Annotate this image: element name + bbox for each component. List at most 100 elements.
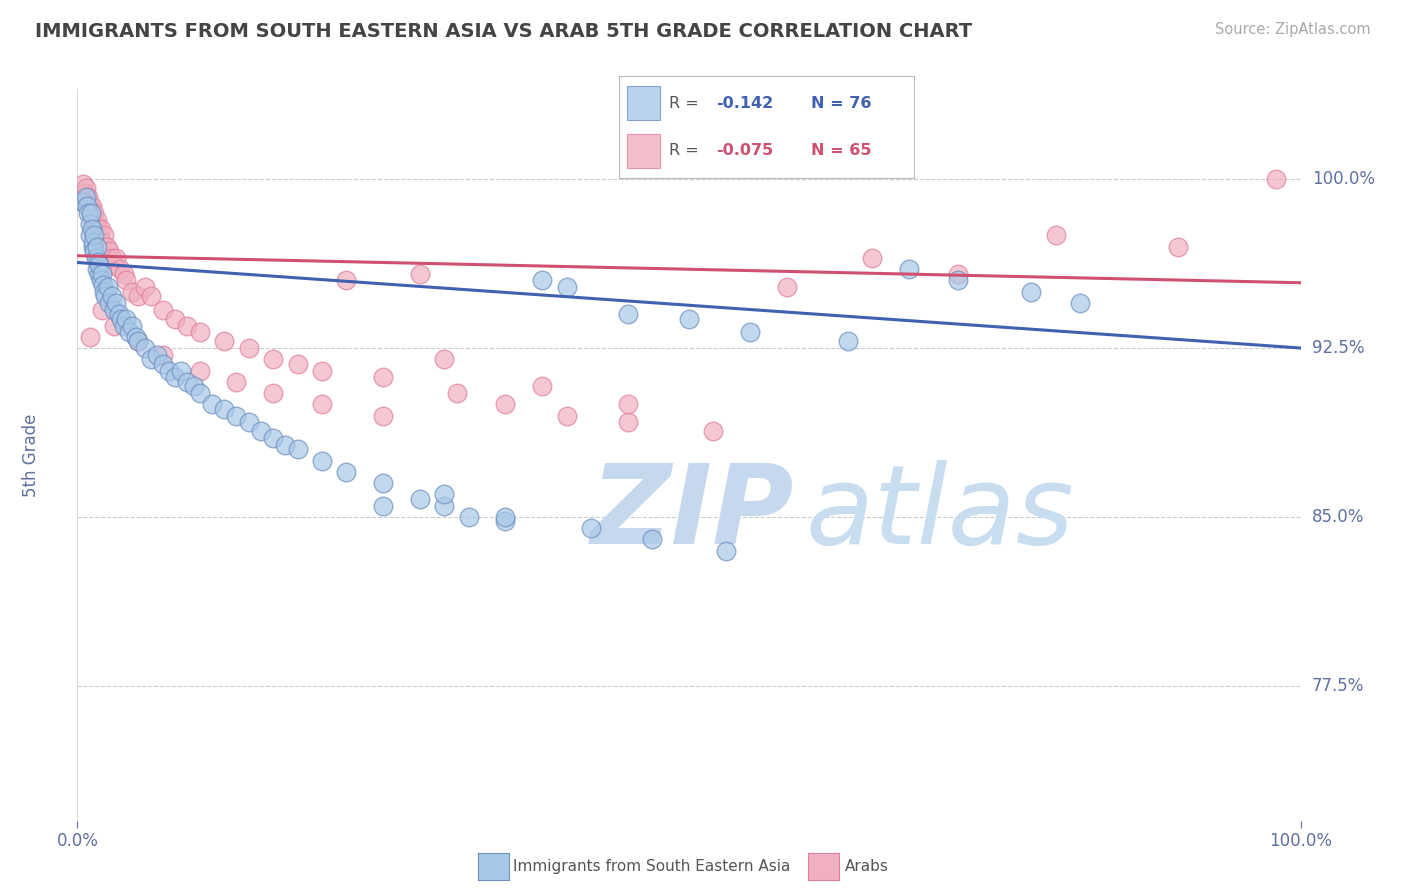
Point <box>371 370 394 384</box>
Point <box>274 438 297 452</box>
Point <box>73 186 96 200</box>
Point <box>89 267 111 281</box>
Text: atlas: atlas <box>806 460 1074 567</box>
Point <box>152 348 174 362</box>
Point <box>165 370 187 384</box>
Point <box>79 199 101 213</box>
Point <box>103 258 125 272</box>
Point <box>134 280 156 294</box>
Point <box>238 415 260 429</box>
Point <box>862 251 884 265</box>
Point <box>134 341 156 355</box>
Point <box>87 255 110 269</box>
Point <box>100 251 122 265</box>
Point <box>103 318 125 333</box>
Point <box>446 386 468 401</box>
Point <box>108 262 131 277</box>
Point <box>76 199 98 213</box>
Point <box>188 363 211 377</box>
Point <box>495 509 517 524</box>
Point <box>157 363 180 377</box>
Point <box>127 334 149 349</box>
Point <box>76 194 98 209</box>
Point <box>93 285 115 299</box>
Text: N = 76: N = 76 <box>810 96 872 111</box>
Point <box>262 386 284 401</box>
Point <box>100 289 122 303</box>
Point <box>188 386 211 401</box>
Point <box>87 221 110 235</box>
Point <box>121 318 143 333</box>
Point <box>93 228 115 243</box>
Point <box>83 206 105 220</box>
Point <box>250 425 273 439</box>
Point <box>495 397 517 411</box>
Point <box>311 453 333 467</box>
Text: IMMIGRANTS FROM SOUTH EASTERN ASIA VS ARAB 5TH GRADE CORRELATION CHART: IMMIGRANTS FROM SOUTH EASTERN ASIA VS AR… <box>35 22 973 41</box>
Point <box>127 334 149 349</box>
Point <box>371 499 394 513</box>
Text: Source: ZipAtlas.com: Source: ZipAtlas.com <box>1215 22 1371 37</box>
Point <box>84 251 107 265</box>
Point <box>898 262 921 277</box>
Point <box>457 509 479 524</box>
Point <box>641 533 664 547</box>
Point <box>96 240 118 254</box>
Point <box>152 302 174 317</box>
Point <box>201 397 224 411</box>
Point <box>98 296 121 310</box>
Point <box>90 273 112 287</box>
Point <box>776 280 799 294</box>
Text: N = 65: N = 65 <box>810 144 872 158</box>
Point <box>176 318 198 333</box>
Point <box>90 221 112 235</box>
Point <box>75 190 97 204</box>
Point <box>1265 172 1288 186</box>
Point <box>98 244 121 259</box>
Point <box>112 318 135 333</box>
Point <box>1069 296 1091 310</box>
Point <box>433 487 456 501</box>
Point <box>371 409 394 423</box>
Point <box>617 307 640 321</box>
Point <box>86 240 108 254</box>
Point <box>433 499 456 513</box>
Point <box>115 273 138 287</box>
Point <box>86 212 108 227</box>
FancyBboxPatch shape <box>627 87 659 120</box>
Point <box>89 228 111 243</box>
Point <box>183 379 205 393</box>
Point <box>225 375 247 389</box>
Point <box>531 379 554 393</box>
Point <box>702 425 724 439</box>
Point <box>678 311 700 326</box>
Text: 100.0%: 100.0% <box>1312 170 1375 188</box>
Point <box>262 431 284 445</box>
Point <box>79 217 101 231</box>
Point <box>77 190 100 204</box>
Point <box>287 442 309 457</box>
Text: ZIP: ZIP <box>591 460 794 567</box>
Point <box>335 465 357 479</box>
Point <box>152 357 174 371</box>
Point <box>139 289 162 303</box>
Point <box>555 409 578 423</box>
Point <box>80 206 103 220</box>
Point <box>146 348 169 362</box>
Point <box>83 244 105 259</box>
Point <box>105 251 128 265</box>
Point <box>108 307 131 321</box>
Point <box>77 206 100 220</box>
Point <box>80 221 103 235</box>
Point <box>80 206 103 220</box>
Point <box>118 325 141 339</box>
Point <box>165 311 187 326</box>
Point <box>80 199 103 213</box>
Point <box>555 280 578 294</box>
FancyBboxPatch shape <box>627 135 659 168</box>
Point <box>170 363 193 377</box>
Point <box>531 273 554 287</box>
Point <box>262 352 284 367</box>
Text: Arabs: Arabs <box>845 859 889 873</box>
Point <box>714 543 737 558</box>
